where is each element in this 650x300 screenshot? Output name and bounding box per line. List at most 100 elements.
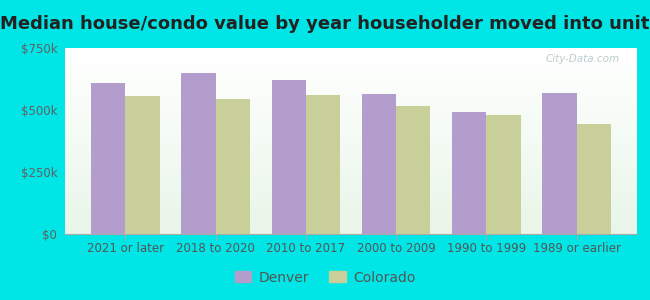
Bar	[65, 52, 637, 54]
Bar	[65, 210, 637, 212]
Bar	[65, 94, 637, 96]
Bar	[486, 115, 521, 234]
Bar	[65, 178, 637, 180]
Bar	[65, 158, 637, 160]
Bar	[65, 83, 637, 85]
Bar	[65, 232, 637, 234]
Bar	[65, 189, 637, 191]
Bar	[65, 104, 637, 106]
Bar	[65, 186, 637, 188]
Bar	[65, 169, 637, 171]
Bar	[65, 82, 637, 83]
Bar	[65, 107, 637, 110]
Bar	[272, 80, 306, 234]
Bar	[65, 223, 637, 225]
Bar	[65, 56, 637, 57]
Bar	[65, 74, 637, 76]
Bar	[65, 200, 637, 202]
Bar	[65, 180, 637, 182]
Bar	[65, 175, 637, 176]
Bar	[65, 85, 637, 87]
Legend: Denver, Colorado: Denver, Colorado	[229, 265, 421, 290]
Bar	[65, 154, 637, 156]
Bar	[65, 135, 637, 137]
Bar	[65, 156, 637, 158]
Bar	[65, 195, 637, 197]
Bar	[125, 96, 160, 234]
Bar	[362, 94, 396, 234]
Bar	[65, 89, 637, 91]
Bar	[577, 124, 611, 234]
Bar	[65, 61, 637, 63]
Bar	[65, 70, 637, 72]
Text: City-Data.com: City-Data.com	[546, 54, 620, 64]
Bar	[65, 121, 637, 122]
Bar	[65, 228, 637, 230]
Bar	[65, 145, 637, 147]
Bar	[65, 115, 637, 117]
Bar	[65, 202, 637, 204]
Bar	[65, 106, 637, 107]
Bar	[65, 214, 637, 215]
Bar	[65, 143, 637, 145]
Bar	[65, 126, 637, 128]
Bar	[65, 225, 637, 226]
Bar	[65, 161, 637, 163]
Bar	[65, 215, 637, 217]
Bar	[65, 93, 637, 94]
Bar	[65, 230, 637, 232]
Bar	[65, 204, 637, 206]
Bar	[65, 91, 637, 93]
Bar	[65, 212, 637, 214]
Bar	[65, 134, 637, 135]
Bar	[65, 130, 637, 132]
Bar	[65, 96, 637, 98]
Bar	[65, 188, 637, 189]
Bar	[65, 160, 637, 161]
Bar	[65, 148, 637, 150]
Bar	[65, 221, 637, 223]
Bar	[65, 191, 637, 193]
Bar	[65, 100, 637, 102]
Bar	[65, 113, 637, 115]
Bar	[65, 132, 637, 134]
Bar	[65, 141, 637, 143]
Bar	[65, 150, 637, 152]
Text: Median house/condo value by year householder moved into unit: Median house/condo value by year househo…	[0, 15, 650, 33]
Bar	[65, 226, 637, 228]
Bar	[65, 65, 637, 67]
Bar	[65, 167, 637, 169]
Bar	[542, 93, 577, 234]
Bar	[65, 193, 637, 195]
Bar	[65, 122, 637, 124]
Bar	[65, 182, 637, 184]
Bar	[181, 73, 216, 234]
Bar	[65, 98, 637, 100]
Bar	[91, 83, 125, 234]
Bar	[65, 78, 637, 80]
Bar	[65, 199, 637, 200]
Bar	[65, 165, 637, 167]
Bar	[65, 172, 637, 175]
Bar	[65, 163, 637, 165]
Bar	[65, 57, 637, 59]
Bar	[65, 219, 637, 221]
Bar	[65, 76, 637, 78]
Bar	[452, 112, 486, 234]
Bar	[65, 102, 637, 104]
Bar	[65, 54, 637, 56]
Bar	[65, 67, 637, 68]
Bar	[216, 99, 250, 234]
Bar	[396, 106, 430, 234]
Bar	[65, 206, 637, 208]
Bar	[65, 110, 637, 111]
Bar	[65, 139, 637, 141]
Bar	[65, 48, 637, 50]
Bar	[65, 176, 637, 178]
Bar	[65, 208, 637, 210]
Bar	[65, 80, 637, 82]
Bar	[65, 59, 637, 61]
Bar	[65, 152, 637, 154]
Bar	[65, 68, 637, 70]
Bar	[65, 87, 637, 89]
